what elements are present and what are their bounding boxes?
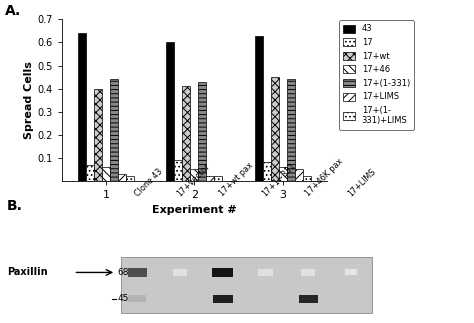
Text: Paxillin: Paxillin (7, 267, 48, 277)
Bar (271, 77, 279, 181)
Bar (255, 36, 263, 181)
Bar (345, 269, 357, 276)
Bar (78, 33, 86, 181)
Bar (126, 176, 134, 181)
Bar (299, 295, 318, 303)
Bar (174, 160, 182, 181)
Text: 17+vector: 17+vector (175, 162, 212, 198)
Bar (182, 86, 191, 181)
Text: 17+1~331: 17+1~331 (261, 161, 298, 198)
Legend: 43, 17, 17+wt, 17+46, 17+(1-331), 17+LIMS, 17+(1-
331)+LIMS: 43, 17, 17+wt, 17+46, 17+(1-331), 17+LIM… (339, 20, 414, 130)
Text: A.: A. (5, 4, 21, 17)
Bar (198, 82, 206, 181)
Bar (279, 167, 287, 181)
X-axis label: Experiment #: Experiment # (152, 205, 237, 215)
Bar (258, 269, 273, 276)
Text: 45: 45 (118, 294, 129, 303)
Bar (295, 169, 303, 181)
Bar (263, 162, 271, 181)
Text: B.: B. (7, 199, 23, 214)
Bar (213, 295, 233, 303)
Bar (128, 268, 147, 276)
Bar (102, 167, 110, 181)
Text: 17+wt pax: 17+wt pax (218, 161, 255, 198)
Bar (212, 268, 234, 277)
Text: 68: 68 (118, 268, 129, 277)
Bar (166, 42, 174, 181)
Text: 17+LIMS: 17+LIMS (346, 167, 377, 198)
Bar (191, 169, 198, 181)
Bar (86, 165, 94, 181)
Text: 17+46K pax: 17+46K pax (303, 157, 345, 198)
Bar (303, 176, 310, 181)
Bar (94, 89, 102, 181)
Bar (287, 79, 295, 181)
Bar (173, 269, 187, 276)
Bar (301, 269, 315, 276)
Bar (128, 296, 146, 302)
Bar (118, 174, 126, 181)
Bar (121, 257, 372, 313)
Bar (206, 176, 214, 181)
Y-axis label: Spread Cells: Spread Cells (25, 61, 35, 139)
Bar (110, 79, 118, 181)
Bar (214, 176, 222, 181)
Text: Clone 43: Clone 43 (133, 167, 164, 198)
